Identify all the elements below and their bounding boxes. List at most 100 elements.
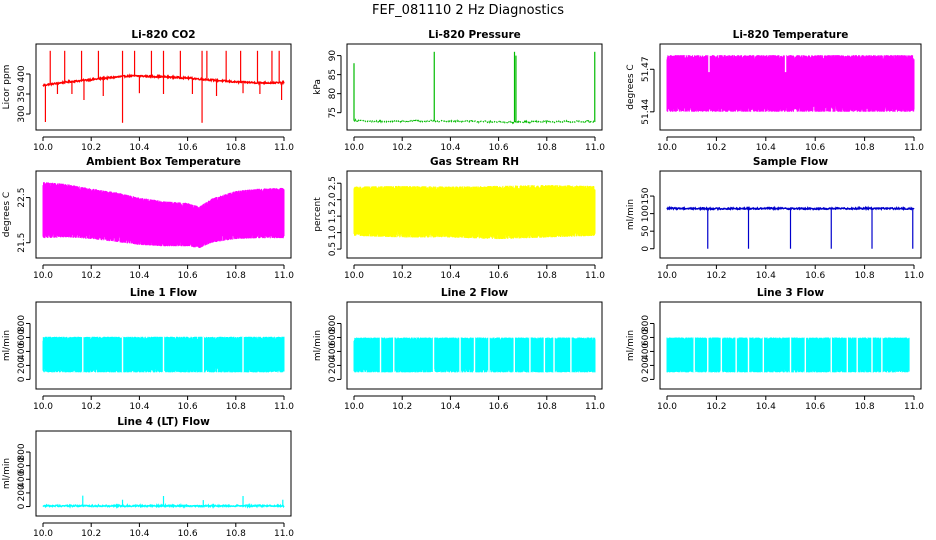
x-tick-label: 11.0 [274, 402, 294, 412]
x-tick-label: 10.8 [855, 271, 875, 281]
x-tick-label: 10.6 [178, 402, 198, 412]
panel-data-marks [666, 205, 915, 249]
x-tick-label: 10.0 [344, 271, 364, 281]
x-tick-label: 10.6 [489, 402, 509, 412]
y-tick-label: 600 [17, 457, 27, 474]
panel-data-marks [353, 337, 596, 373]
y-tick-label: 400 [641, 343, 651, 360]
y-axis-label: percent [313, 197, 323, 232]
y-tick-label: 21.5 [17, 233, 27, 253]
panel-frame [35, 170, 292, 259]
data-band-series [666, 337, 910, 373]
y-axis: 21.5 22.5 [17, 188, 31, 253]
panel-1: Li-820 CO2 10.0 10.2 10.4 10.6 10.8 11.0 300 350… [2, 29, 294, 153]
x-tick-label: 10.4 [756, 143, 776, 153]
x-tick-label: 10.4 [129, 529, 149, 539]
x-tick-label: 10.2 [706, 143, 726, 153]
x-tick-label: 10.0 [657, 143, 677, 153]
y-axis-label: kPa [313, 79, 323, 95]
x-tick-label: 11.0 [274, 143, 294, 153]
data-band-series [353, 185, 596, 240]
y-axis-label: degrees C [2, 192, 12, 237]
y-tick-label: 200 [328, 357, 338, 374]
y-axis: 51.44 51.47 [641, 56, 655, 125]
y-tick-label: 200 [641, 357, 651, 374]
y-axis: 75 80 85 90 [328, 50, 342, 118]
panel-title: Line 2 Flow [441, 287, 508, 299]
x-tick-label: 10.8 [537, 271, 557, 281]
data-band-series [666, 55, 915, 112]
x-tick-label: 10.4 [756, 402, 776, 412]
x-tick-label: 10.6 [178, 529, 198, 539]
y-axis: 0.5 1.0 1.5 2.0 2.5 [328, 176, 342, 256]
y-tick-label: 51.47 [641, 56, 651, 82]
y-tick-label: 200 [17, 357, 27, 374]
x-tick-label: 10.4 [440, 402, 460, 412]
panel-data-marks [42, 336, 285, 373]
x-tick-label: 10.6 [178, 143, 198, 153]
x-axis: 10.0 10.2 10.4 10.6 10.8 11.0 [33, 136, 294, 153]
y-tick-label: 0.5 [328, 242, 338, 256]
y-tick-label: 0 [641, 246, 651, 252]
x-tick-label: 10.4 [129, 402, 149, 412]
panel-frame [35, 301, 292, 390]
y-axis-label: ml/min [626, 330, 636, 361]
y-tick-label: 200 [17, 484, 27, 501]
y-tick-label: 400 [17, 343, 27, 360]
x-tick-label: 10.2 [392, 402, 412, 412]
panel-title: Line 4 (LT) Flow [117, 416, 210, 428]
x-tick-label: 10.0 [33, 143, 53, 153]
y-tick-label: 2.5 [328, 176, 338, 190]
x-tick-label: 10.6 [489, 143, 509, 153]
panel-title: Li-820 CO2 [131, 29, 195, 41]
panel-title: Gas Stream RH [430, 156, 519, 168]
panel-data-marks [666, 337, 910, 373]
y-tick-label: 75 [328, 107, 338, 118]
x-tick-label: 11.0 [585, 271, 605, 281]
x-tick-label: 10.2 [392, 143, 412, 153]
panel-title: Line 3 Flow [757, 287, 824, 299]
x-tick-label: 10.6 [489, 271, 509, 281]
y-tick-label: 400 [17, 65, 27, 82]
y-tick-label: 0 [328, 376, 338, 382]
panel-frame [346, 170, 603, 259]
x-axis: 10.0 10.2 10.4 10.6 10.8 11.0 [33, 522, 294, 539]
y-tick-label: 0 [641, 376, 651, 382]
x-tick-label: 10.2 [706, 271, 726, 281]
x-tick-label: 10.8 [855, 402, 875, 412]
y-tick-label: 85 [328, 69, 338, 80]
x-tick-label: 10.4 [440, 143, 460, 153]
x-tick-label: 10.2 [392, 271, 412, 281]
panel-data-marks [42, 495, 285, 509]
y-tick-label: 350 [17, 85, 27, 102]
panel-6: Sample Flow 10.0 10.2 10.4 10.6 10.8 11.0 0 50 10… [626, 156, 924, 281]
x-tick-label: 10.0 [657, 402, 677, 412]
x-tick-label: 10.6 [178, 271, 198, 281]
x-axis: 10.0 10.2 10.4 10.6 10.8 11.0 [657, 395, 924, 412]
panel-title: Ambient Box Temperature [86, 156, 241, 168]
panel-10: Line 4 (LT) Flow 10.0 10.2 10.4 10.6 10.8 11.0… [2, 416, 294, 539]
x-tick-label: 10.2 [81, 402, 101, 412]
x-tick-label: 10.4 [440, 271, 460, 281]
y-tick-label: 100 [641, 205, 651, 222]
y-tick-label: 800 [17, 315, 27, 332]
x-axis: 10.0 10.2 10.4 10.6 10.8 11.0 [33, 264, 294, 281]
x-tick-label: 10.0 [344, 402, 364, 412]
y-tick-label: 800 [641, 315, 651, 332]
x-tick-label: 10.0 [33, 402, 53, 412]
x-tick-label: 10.0 [33, 271, 53, 281]
x-tick-label: 10.2 [81, 529, 101, 539]
x-axis: 10.0 10.2 10.4 10.6 10.8 11.0 [33, 395, 294, 412]
panel-title: Li-820 Temperature [733, 29, 849, 41]
x-tick-label: 10.8 [226, 402, 246, 412]
y-tick-label: 800 [328, 315, 338, 332]
y-axis-label: Licor ppm [2, 65, 12, 110]
y-axis-label: degrees C [626, 64, 636, 109]
panel-data-marks [353, 185, 596, 240]
panel-8: Line 2 Flow 10.0 10.2 10.4 10.6 10.8 11.0 0 2004… [313, 287, 605, 412]
panels-grid: Li-820 CO2 10.0 10.2 10.4 10.6 10.8 11.0 300 350… [2, 29, 924, 539]
panel-frame [659, 43, 922, 131]
panel-3: Li-820 Temperature 10.0 10.2 10.4 10.6 10.8 11… [626, 29, 924, 153]
panel-data-marks [666, 55, 915, 112]
